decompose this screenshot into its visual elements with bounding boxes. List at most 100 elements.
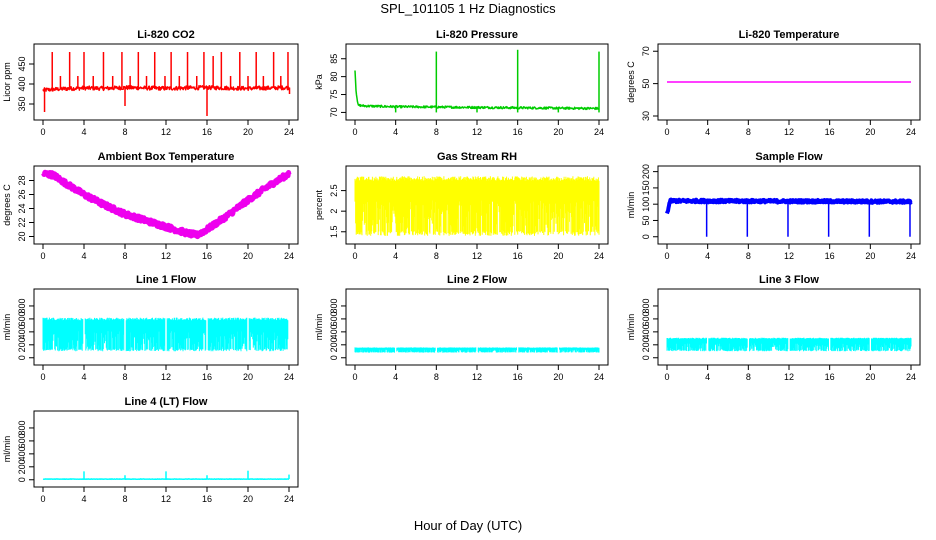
x-tick-label: 24 bbox=[906, 251, 916, 261]
y-tick-label: 200 bbox=[641, 337, 651, 352]
y-tick-label: 200 bbox=[17, 459, 27, 474]
x-tick-label: 20 bbox=[865, 372, 875, 382]
chart-temperature: Li-820 Temperature degrees C 0 4 8 12 16 20 24 30… bbox=[626, 29, 921, 137]
x-tick-label: 4 bbox=[81, 127, 86, 137]
y-tick-label: 600 bbox=[641, 311, 651, 326]
x-tick-label: 20 bbox=[865, 251, 875, 261]
chart-co2: Li-820 CO2 Licor ppm 0 4 8 12 16 20 24 350 400 450 bbox=[2, 29, 299, 137]
x-tick-label: 24 bbox=[284, 127, 294, 137]
plot-frame bbox=[33, 165, 299, 245]
chart-title: Ambient Box Temperature bbox=[98, 151, 235, 163]
y-tick-label: 800 bbox=[17, 420, 27, 435]
y-tick-label: 400 bbox=[329, 324, 339, 339]
page-title: SPL_101105 1 Hz Diagnostics bbox=[380, 1, 556, 16]
y-tick-label: 600 bbox=[17, 433, 27, 448]
data-line bbox=[42, 84, 290, 92]
x-tick-label: 4 bbox=[81, 251, 86, 261]
y-tick-label: 24 bbox=[17, 203, 27, 213]
x-tick-label: 24 bbox=[284, 251, 294, 261]
chart-line1: Line 1 Flow ml/min 0 4 8 12 16 20 24 0 20040060080… bbox=[2, 274, 299, 382]
x-tick-label: 0 bbox=[352, 372, 357, 382]
y-tick-label: 75 bbox=[329, 90, 339, 100]
y-tick-label: 2 bbox=[329, 209, 339, 214]
x-tick-label: 20 bbox=[243, 372, 253, 382]
y-tick-label: 22 bbox=[17, 217, 27, 227]
y-axis-label: Licor ppm bbox=[2, 62, 12, 102]
data-line bbox=[665, 197, 913, 215]
data-band bbox=[42, 317, 289, 352]
y-tick-label: 350 bbox=[17, 96, 27, 111]
x-tick-label: 16 bbox=[825, 372, 835, 382]
x-tick-label: 16 bbox=[202, 127, 212, 137]
y-tick-label: 28 bbox=[17, 175, 27, 185]
y-axis-label: degrees C bbox=[626, 61, 636, 103]
x-axis-title: Hour of Day (UTC) bbox=[413, 518, 523, 533]
series-sample_flow bbox=[665, 197, 913, 237]
chart-pressure: Li-820 Pressure kPa 0 4 8 12 16 20 24 70 75 80 85 bbox=[314, 29, 609, 137]
series-co2 bbox=[42, 52, 291, 116]
x-tick-label: 16 bbox=[825, 127, 835, 137]
data-band bbox=[354, 176, 600, 236]
y-tick-label: 70 bbox=[641, 46, 651, 56]
y-tick-label: 800 bbox=[17, 298, 27, 313]
y-tick-label: 2.5 bbox=[329, 184, 339, 197]
x-tick-label: 4 bbox=[393, 127, 398, 137]
x-tick-label: 8 bbox=[434, 251, 439, 261]
x-tick-label: 12 bbox=[161, 494, 171, 504]
x-tick-label: 20 bbox=[865, 127, 875, 137]
x-tick-label: 0 bbox=[664, 127, 669, 137]
y-axis-label: percent bbox=[314, 189, 324, 220]
y-tick-label: 50 bbox=[641, 215, 651, 225]
x-tick-label: 0 bbox=[664, 251, 669, 261]
x-tick-label: 24 bbox=[284, 494, 294, 504]
y-tick-label: 50 bbox=[641, 79, 651, 89]
x-tick-label: 0 bbox=[664, 372, 669, 382]
x-tick-label: 8 bbox=[746, 251, 751, 261]
x-tick-label: 12 bbox=[784, 372, 794, 382]
x-tick-label: 24 bbox=[906, 372, 916, 382]
y-tick-label: 0 bbox=[17, 477, 27, 482]
x-tick-label: 24 bbox=[284, 372, 294, 382]
y-tick-label: 85 bbox=[329, 54, 339, 64]
plot-frame bbox=[657, 288, 921, 366]
y-axis-label: ml/min bbox=[626, 192, 636, 219]
x-tick-label: 12 bbox=[161, 372, 171, 382]
series-pressure bbox=[354, 49, 600, 113]
series-line3 bbox=[666, 337, 912, 352]
x-tick-label: 20 bbox=[243, 494, 253, 504]
x-tick-label: 24 bbox=[906, 127, 916, 137]
x-tick-label: 0 bbox=[40, 372, 45, 382]
chart-box_temp: Ambient Box Temperature degrees C 0 4 8 12 16 2… bbox=[2, 151, 299, 261]
y-tick-label: 1.5 bbox=[329, 226, 339, 239]
x-tick-label: 4 bbox=[705, 251, 710, 261]
chart-title: Line 2 Flow bbox=[447, 274, 507, 286]
x-tick-label: 16 bbox=[202, 251, 212, 261]
x-tick-label: 4 bbox=[705, 372, 710, 382]
chart-line3: Line 3 Flow ml/min 0 4 8 12 16 20 24 0 20040060080… bbox=[626, 274, 921, 382]
x-tick-label: 8 bbox=[746, 372, 751, 382]
y-axis-label: ml/min bbox=[314, 314, 324, 341]
x-tick-label: 4 bbox=[705, 127, 710, 137]
x-tick-label: 20 bbox=[553, 372, 563, 382]
x-tick-label: 12 bbox=[472, 127, 482, 137]
y-tick-label: 200 bbox=[329, 337, 339, 352]
data-band bbox=[354, 347, 600, 353]
x-tick-label: 16 bbox=[202, 372, 212, 382]
series-rh bbox=[354, 176, 600, 236]
x-tick-label: 4 bbox=[393, 251, 398, 261]
plot-frame bbox=[33, 43, 299, 121]
y-axis-label: ml/min bbox=[2, 436, 12, 463]
chart-title: Gas Stream RH bbox=[437, 151, 517, 163]
x-tick-label: 16 bbox=[513, 251, 523, 261]
y-axis-label: kPa bbox=[314, 74, 324, 90]
series-line2 bbox=[354, 347, 600, 353]
x-tick-label: 16 bbox=[513, 372, 523, 382]
x-tick-label: 0 bbox=[352, 251, 357, 261]
chart-line4: Line 4 (LT) Flow ml/min 0 4 8 12 16 20 24 0 200400… bbox=[2, 396, 299, 504]
series-line4 bbox=[42, 470, 290, 481]
x-tick-label: 12 bbox=[161, 127, 171, 137]
x-tick-label: 8 bbox=[434, 372, 439, 382]
y-tick-label: 600 bbox=[17, 311, 27, 326]
chart-rh: Gas Stream RH percent 0 4 8 12 16 20 24 1.5 2 2.5 bbox=[314, 151, 609, 261]
